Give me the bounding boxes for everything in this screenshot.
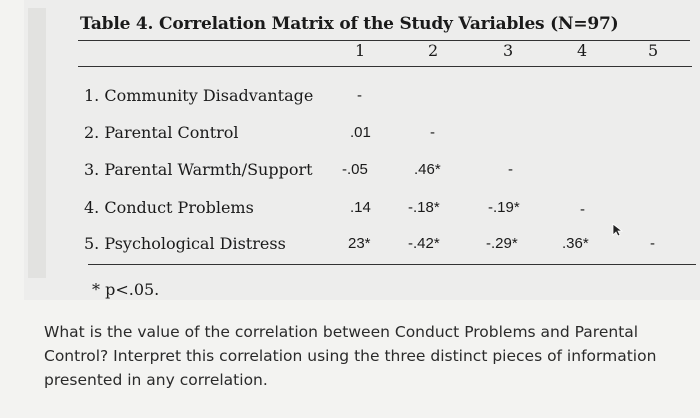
column-header-4: 4 xyxy=(577,41,588,60)
row-label-community-disadvantage: 1. Community Disadvantage xyxy=(84,86,314,105)
question-text: What is the value of the correlation bet… xyxy=(44,323,657,389)
cell-r2-c2: - xyxy=(430,124,435,141)
column-header-5: 5 xyxy=(648,41,659,60)
row-label-psychological-distress: 5. Psychological Distress xyxy=(84,234,286,253)
cell-r5-c2: -.42* xyxy=(408,235,440,252)
cell-r3-c1: -.05 xyxy=(342,161,368,178)
bottom-rule xyxy=(88,264,696,265)
photo-paper xyxy=(24,0,700,300)
cell-r4-c4: - xyxy=(580,201,585,218)
column-header-3: 3 xyxy=(503,41,514,60)
cell-r3-c2: .46* xyxy=(414,161,441,178)
top-rule xyxy=(78,40,690,41)
paper-edge xyxy=(28,8,46,278)
pointer-arrow-icon xyxy=(612,223,624,237)
row-label-parental-control: 2. Parental Control xyxy=(84,123,239,142)
cell-r5-c5: - xyxy=(650,235,655,252)
cell-r5-c1: 23* xyxy=(348,235,371,252)
column-header-1: 1 xyxy=(355,41,366,60)
significance-note: * p<.05. xyxy=(92,280,160,299)
cell-r4-c3: -.19* xyxy=(488,199,520,216)
cell-r2-c1: .01 xyxy=(350,124,371,141)
row-label-conduct-problems: 4. Conduct Problems xyxy=(84,198,254,217)
cell-r4-c1: .14 xyxy=(350,199,371,216)
row-label-parental-warmth-support: 3. Parental Warmth/Support xyxy=(84,160,313,179)
column-header-2: 2 xyxy=(428,41,439,60)
cell-r3-c3: - xyxy=(508,161,513,178)
cell-r1-c1: - xyxy=(357,87,362,104)
cell-r5-c4: .36* xyxy=(562,235,589,252)
table-title: Table 4. Correlation Matrix of the Study… xyxy=(80,14,619,34)
header-rule xyxy=(78,66,692,67)
cell-r5-c3: -.29* xyxy=(486,235,518,252)
cell-r4-c2: -.18* xyxy=(408,199,440,216)
